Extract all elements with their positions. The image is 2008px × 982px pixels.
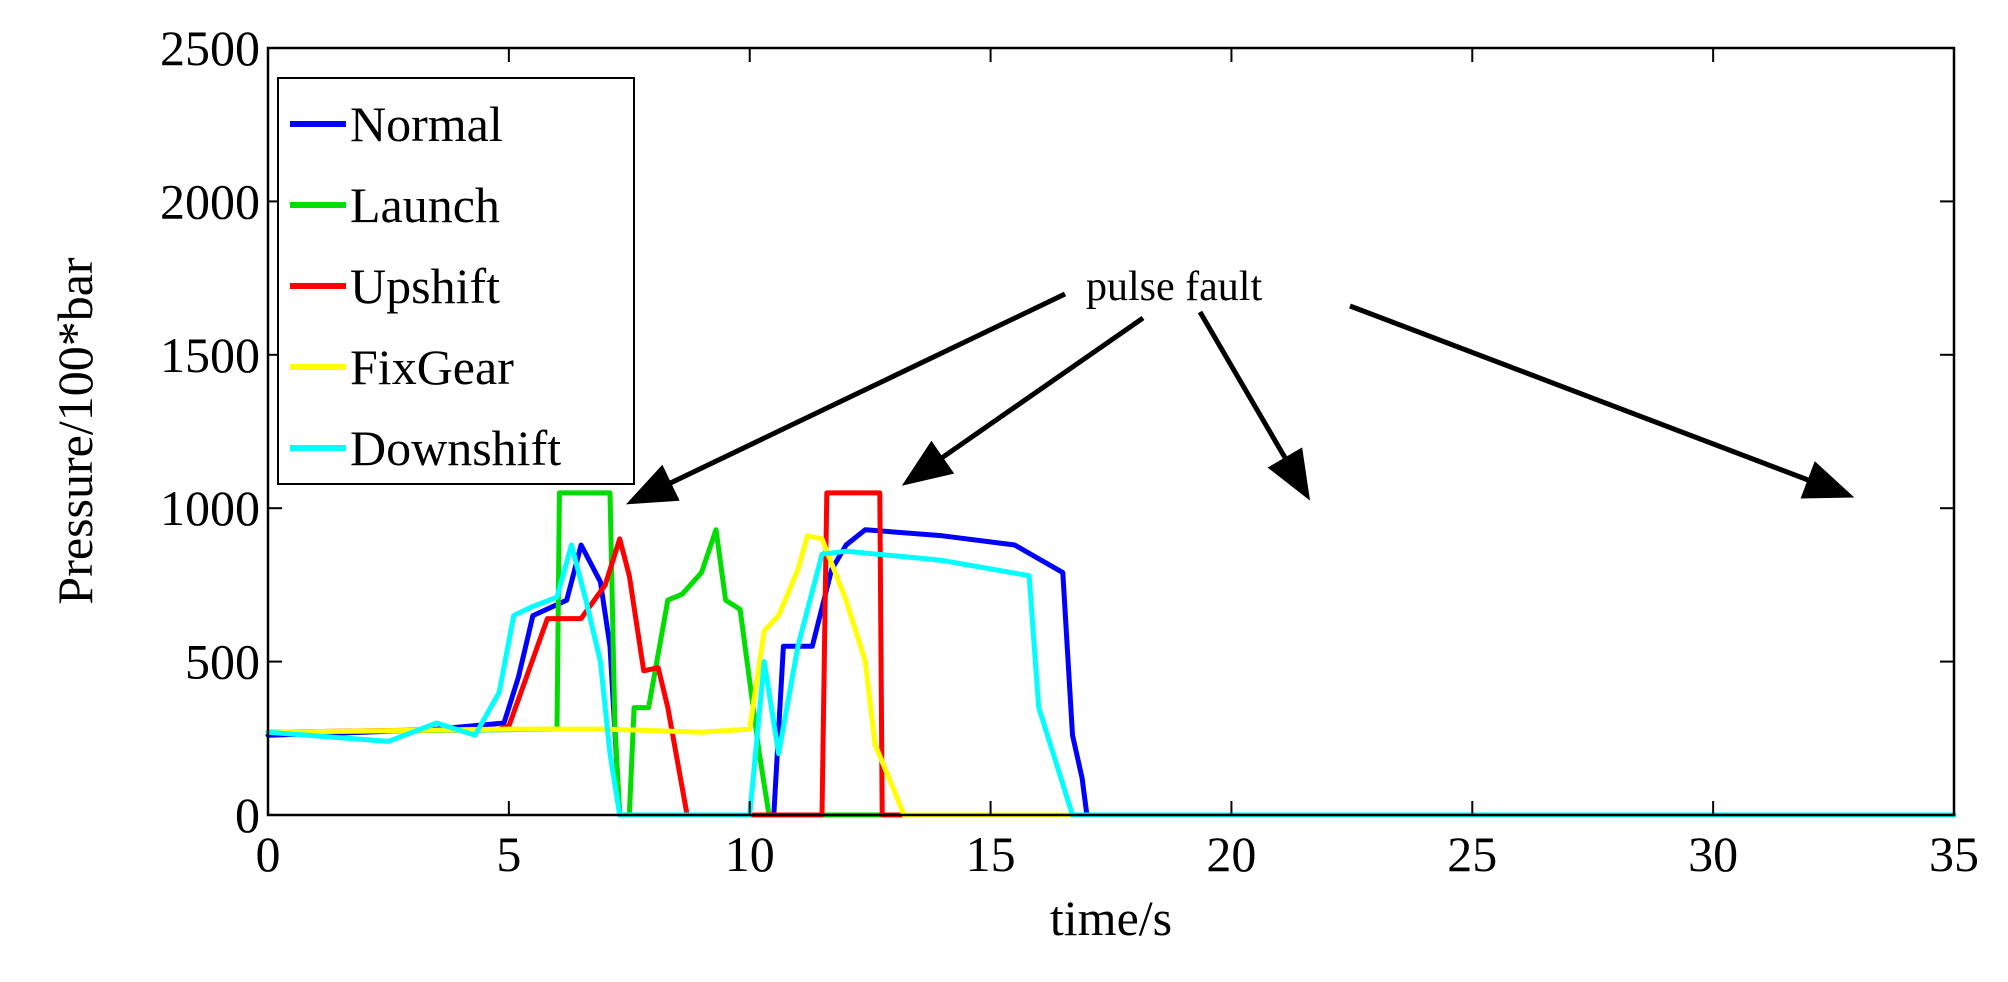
series-line-normal bbox=[265, 527, 1957, 818]
annotation-arrow-4 bbox=[1349, 303, 1855, 499]
annotation-arrow-1 bbox=[625, 291, 1067, 505]
y-tick-label-2000: 2000 bbox=[160, 173, 260, 229]
y-axis-label: Pressure/100*bar bbox=[47, 257, 103, 604]
x-tick-label-5: 5 bbox=[496, 826, 521, 882]
x-tick-label-35: 35 bbox=[1929, 826, 1979, 882]
x-tick-label-15: 15 bbox=[966, 826, 1016, 882]
ticks-layer: 0 5 10 15 20 25 30 35 0 500 1000 1500 2000 2500 bbox=[160, 20, 1979, 882]
y-tick-label-500: 500 bbox=[185, 634, 260, 690]
legend-label-downshift: Downshift bbox=[350, 420, 561, 476]
series-line-fixgear bbox=[265, 533, 1957, 818]
legend-box bbox=[277, 77, 635, 485]
y-tick-label-0: 0 bbox=[235, 787, 260, 843]
x-tick-label-10: 10 bbox=[725, 826, 775, 882]
x-tick-label-0: 0 bbox=[256, 826, 281, 882]
y-tick-label-1000: 1000 bbox=[160, 480, 260, 536]
x-tick-label-25: 25 bbox=[1447, 826, 1497, 882]
legend: Normal Launch Upshift FixGear Downshift bbox=[277, 77, 635, 485]
y-tick-label-2500: 2500 bbox=[160, 20, 260, 76]
legend-label-launch: Launch bbox=[350, 177, 500, 233]
annotation-pulse-fault: pulse fault bbox=[1086, 264, 1262, 310]
series-layer bbox=[265, 490, 1957, 818]
annotation-layer: pulse fault bbox=[625, 264, 1855, 505]
legend-label-fixgear: FixGear bbox=[350, 339, 514, 395]
plot-frame bbox=[266, 46, 1956, 817]
legend-label-normal: Normal bbox=[350, 96, 503, 152]
y-tick-label-1500: 1500 bbox=[160, 327, 260, 383]
series-line-upshift bbox=[265, 490, 1957, 818]
legend-label-upshift: Upshift bbox=[350, 258, 500, 314]
x-axis-label: time/s bbox=[1050, 890, 1172, 946]
annotation-arrow-2 bbox=[901, 315, 1145, 486]
x-tick-label-20: 20 bbox=[1206, 826, 1256, 882]
x-tick-label-30: 30 bbox=[1688, 826, 1738, 882]
annotation-arrow-3 bbox=[1197, 310, 1311, 501]
